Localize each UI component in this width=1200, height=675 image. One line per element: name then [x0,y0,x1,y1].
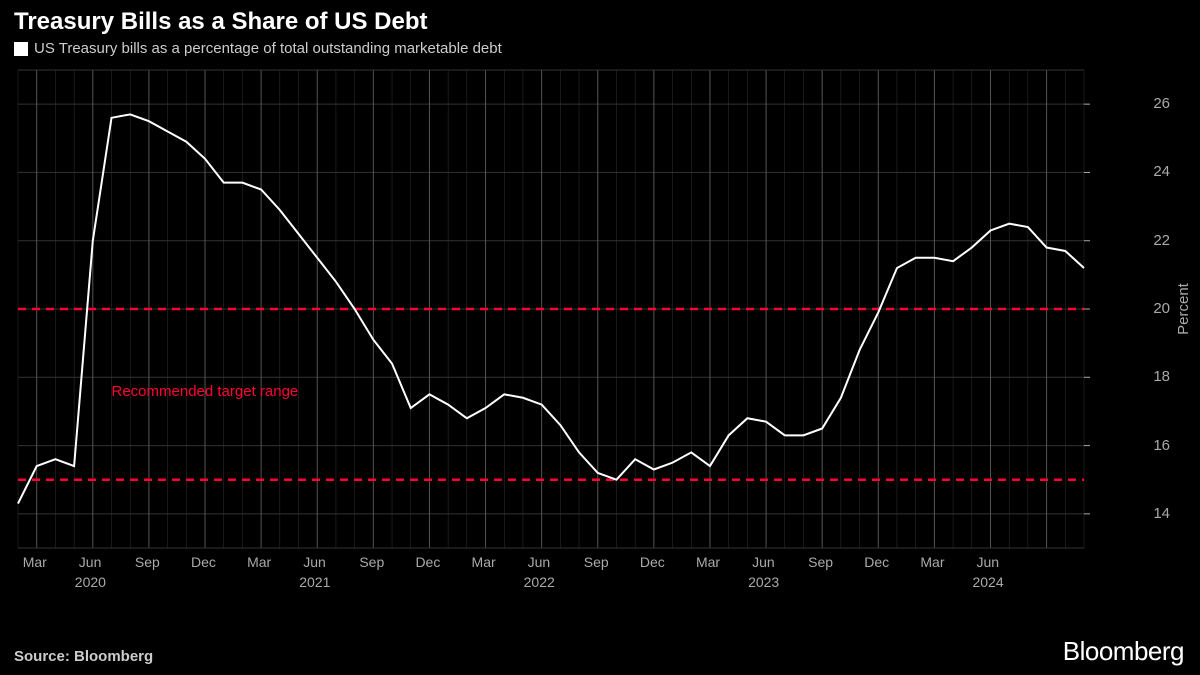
brand-logo: Bloomberg [1063,636,1184,667]
x-tick-label: Dec [640,554,665,570]
x-tick-label: Sep [359,554,384,570]
x-tick-label: Jun [79,554,102,570]
x-tick-label: Jun [976,554,999,570]
chart-plot: 14161820222426PercentMarJunSepDecMarJunS… [14,62,1134,602]
x-tick-label: Mar [247,554,271,570]
legend-label: US Treasury bills as a percentage of tot… [34,40,502,57]
x-tick-label: Mar [696,554,720,570]
annotation-target-range: Recommended target range [112,383,299,400]
x-year-label: 2020 [75,574,106,590]
y-tick-label: 20 [1153,300,1170,317]
x-tick-label: Dec [415,554,440,570]
x-tick-label: Sep [584,554,609,570]
y-tick-label: 16 [1153,437,1170,454]
y-tick-label: 14 [1153,505,1170,522]
legend: US Treasury bills as a percentage of tot… [14,40,502,57]
source-text: Source: Bloomberg [14,648,153,665]
x-tick-label: Jun [303,554,326,570]
x-year-label: 2024 [972,574,1003,590]
x-tick-label: Jun [752,554,775,570]
x-tick-label: Dec [191,554,216,570]
x-tick-label: Mar [472,554,496,570]
y-axis-title: Percent [1176,283,1193,335]
y-tick-label: 26 [1153,95,1170,112]
legend-swatch [14,42,28,56]
x-tick-label: Sep [808,554,833,570]
x-tick-label: Mar [23,554,47,570]
x-tick-label: Jun [528,554,551,570]
x-tick-label: Dec [864,554,889,570]
x-year-label: 2022 [524,574,555,590]
x-tick-label: Mar [920,554,944,570]
y-tick-label: 22 [1153,232,1170,249]
chart-title: Treasury Bills as a Share of US Debt [14,8,428,36]
y-tick-label: 24 [1153,163,1170,180]
x-tick-label: Sep [135,554,160,570]
y-tick-label: 18 [1153,368,1170,385]
x-year-label: 2021 [299,574,330,590]
x-year-label: 2023 [748,574,779,590]
